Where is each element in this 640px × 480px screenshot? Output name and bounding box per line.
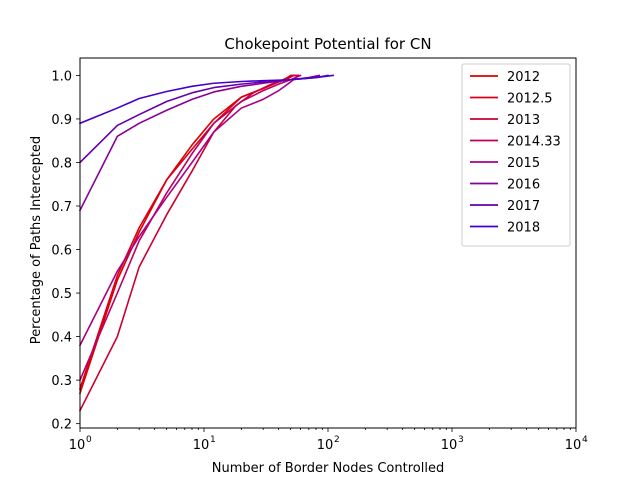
x-tick-exponent: 0: [86, 435, 92, 445]
legend-label: 2014.33: [507, 135, 561, 150]
x-axis: 10 0 10 1 10 2 10 3 10 4: [69, 428, 588, 453]
series-line-2014-33: [78, 74, 302, 382]
y-tick-label: 0.3: [51, 374, 72, 389]
series-line-2015: [78, 74, 300, 347]
y-tick-label: 0.8: [51, 156, 72, 171]
legend-label: 2015: [507, 156, 540, 171]
legend-label: 2012: [507, 70, 540, 85]
y-tick-label: 0.2: [51, 418, 72, 433]
x-tick-label: 10: [441, 438, 458, 453]
plot-area: [78, 57, 577, 429]
legend-box: [461, 63, 571, 247]
legend-label: 2013: [507, 113, 540, 128]
y-axis-label: Percentage of Paths Intercepted: [29, 136, 44, 344]
legend-label: 2017: [507, 199, 540, 214]
x-tick-exponent: 3: [458, 435, 464, 445]
x-tick-label: 10: [317, 438, 334, 453]
x-tick-exponent: 2: [334, 435, 340, 445]
y-tick-label: 0.7: [51, 200, 72, 215]
legend-label: 2016: [507, 178, 540, 193]
legend-label: 2012.5: [507, 92, 553, 107]
x-tick-exponent: 4: [582, 435, 588, 445]
x-axis-label: Number of Border Nodes Controlled: [212, 461, 444, 476]
legend: 2012 2012.5 2013 2014.33 2015 2016 2017 2018: [461, 63, 571, 247]
y-tick-label: 0.9: [51, 113, 72, 128]
x-tick-label: 10: [565, 438, 582, 453]
x-tick-label: 10: [69, 438, 86, 453]
legend-label: 2018: [507, 221, 540, 236]
y-tick-label: 1.0: [51, 69, 72, 84]
y-tick-label: 0.6: [51, 244, 72, 259]
x-tick-label: 10: [193, 438, 210, 453]
series-line-2013: [78, 74, 299, 412]
series-line-2018: [78, 74, 335, 125]
chart-title: Chokepoint Potential for CN: [224, 35, 431, 53]
x-tick-exponent: 1: [210, 435, 216, 445]
series-line-2012: [78, 74, 297, 395]
y-axis: 0.2 0.3 0.4 0.5 0.6 0.7 0.8 0.9 1.0: [51, 69, 80, 433]
y-tick-label: 0.4: [51, 331, 72, 346]
y-tick-label: 0.5: [51, 287, 72, 302]
